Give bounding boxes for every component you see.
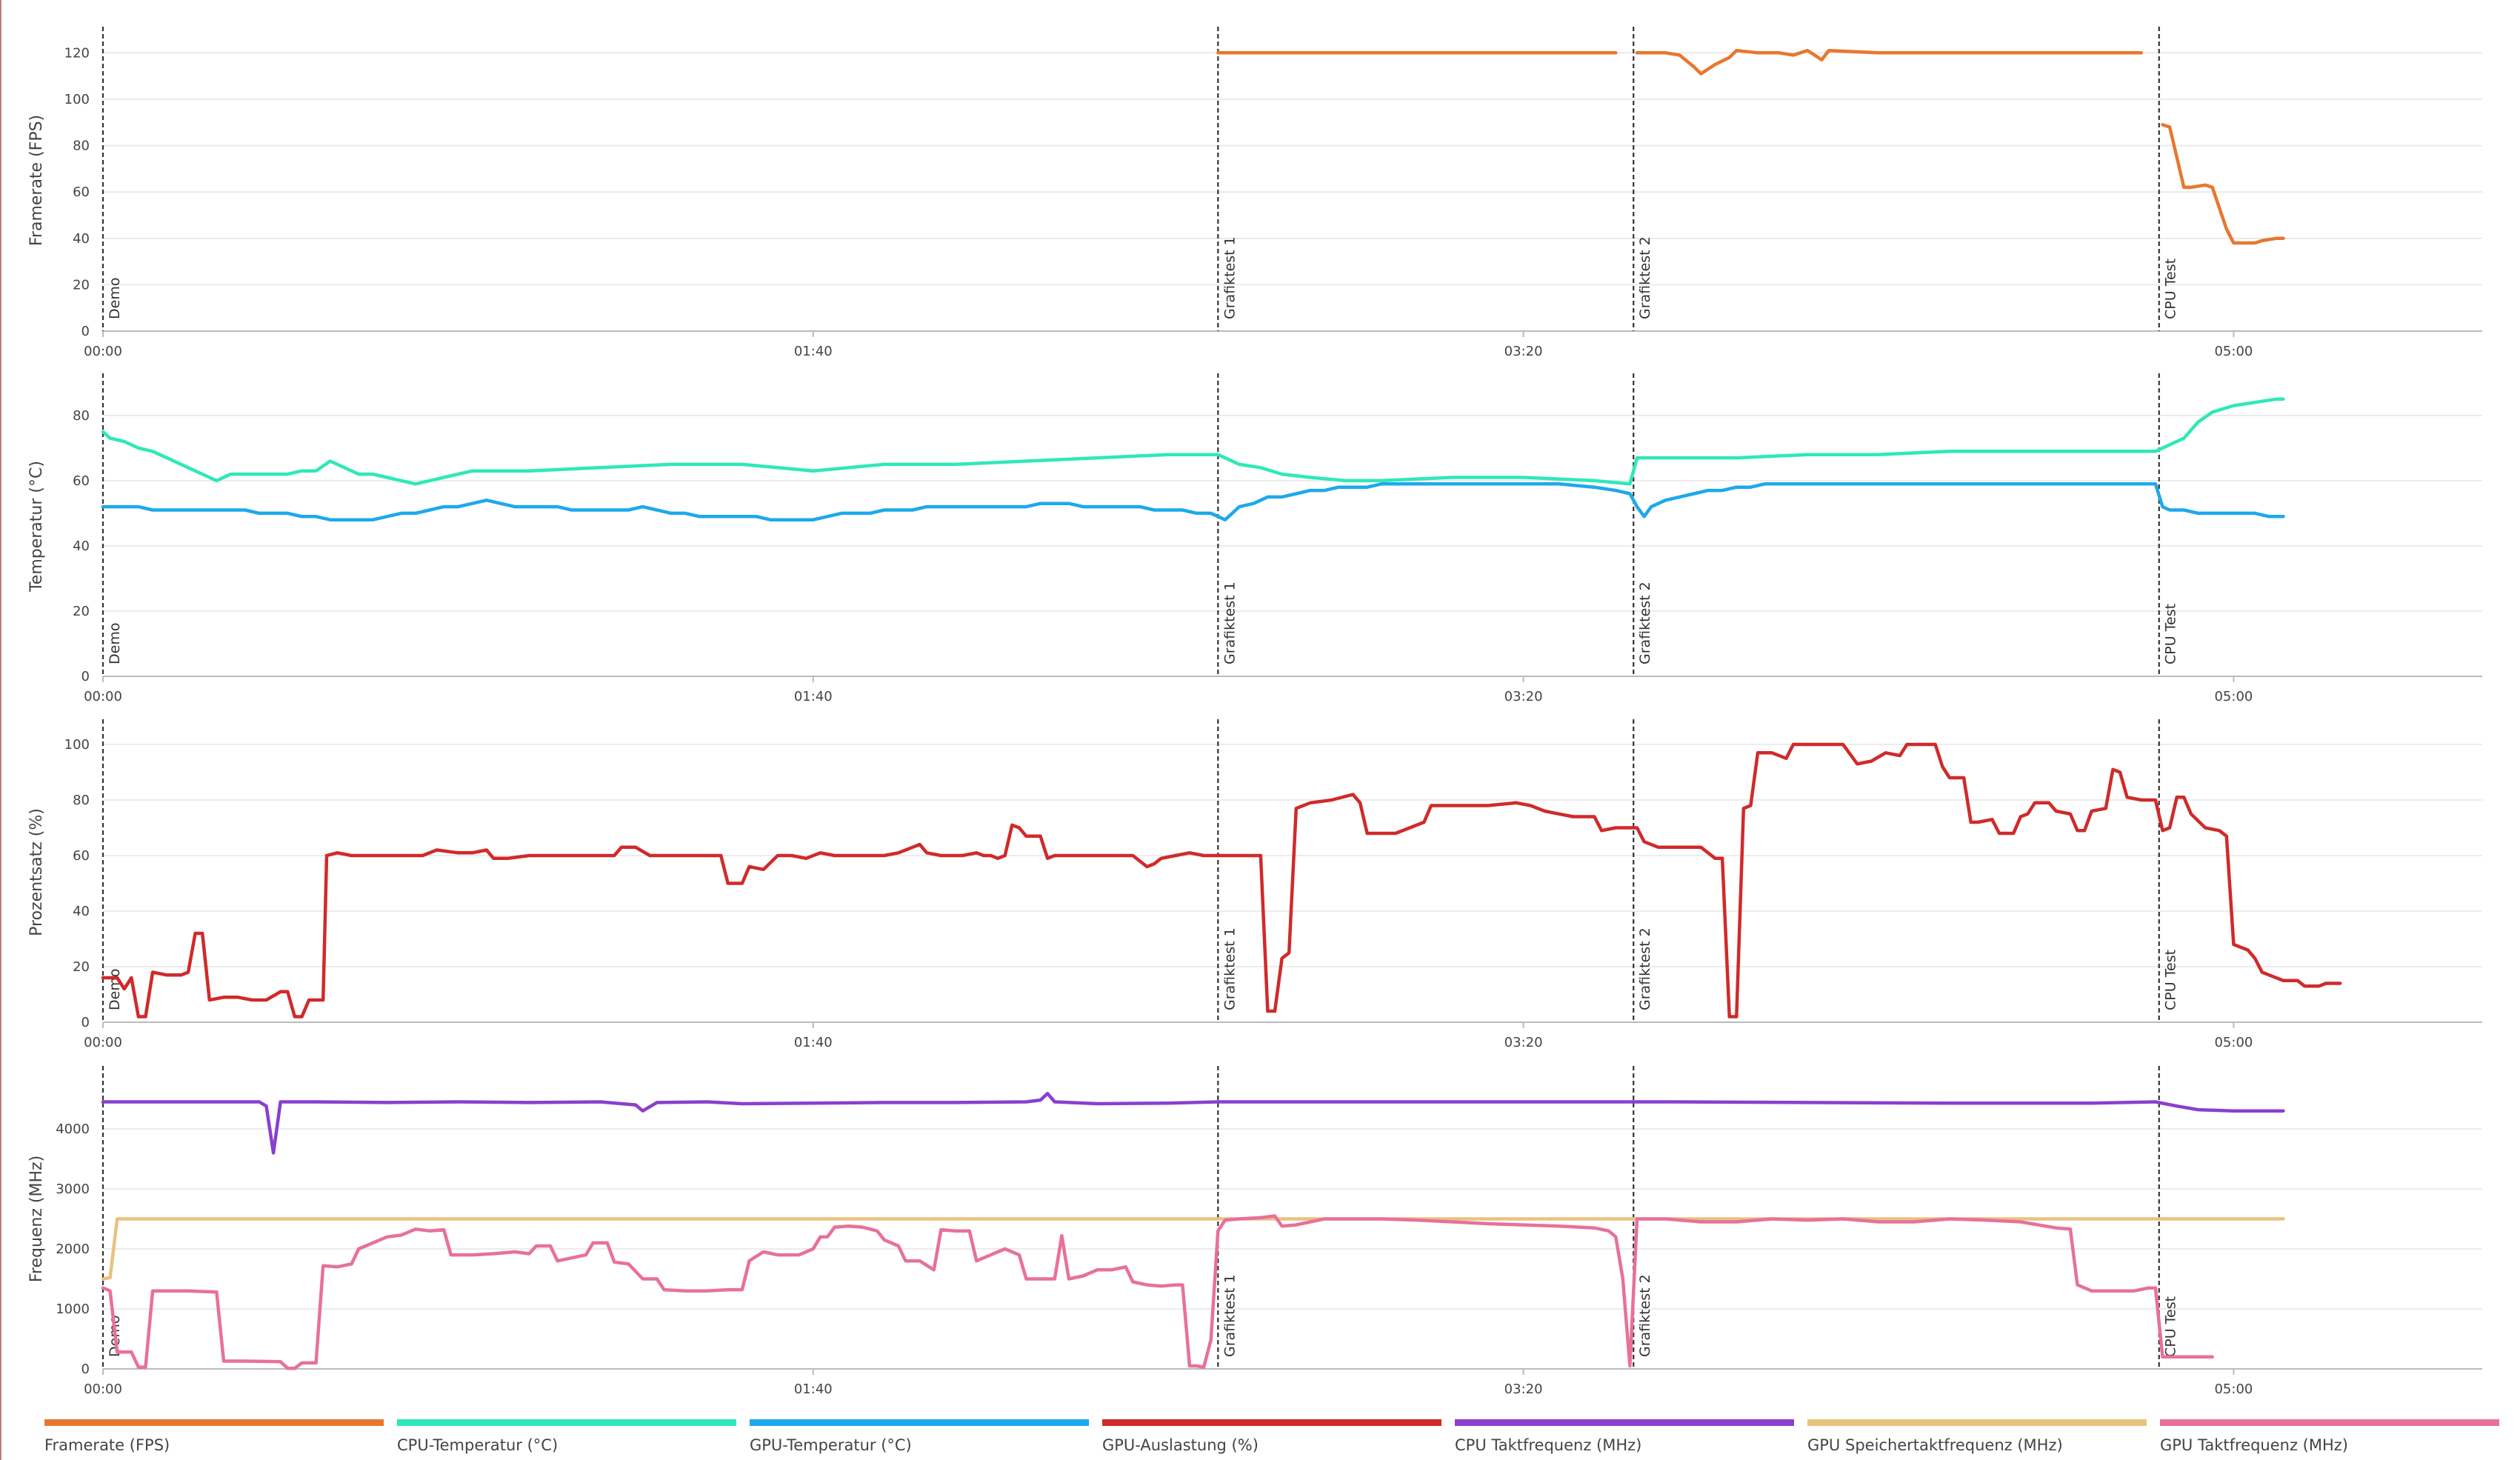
y-tick-label: 20 xyxy=(73,959,90,975)
section-marker-label: Demo xyxy=(107,969,123,1010)
y-tick-label: 40 xyxy=(73,231,90,247)
legend: Framerate (FPS) CPU-Temperatur (°C) GPU-Te… xyxy=(44,1419,2504,1456)
x-tick-label: 01:40 xyxy=(794,1381,833,1397)
section-marker-label: Demo xyxy=(107,278,123,319)
section-marker-label: Grafiktest 1 xyxy=(1221,236,1238,319)
series-line-cpu-taktfrequenz-mhz xyxy=(101,1091,2285,1155)
legend-label: GPU-Auslastung (%) xyxy=(1102,1436,1259,1454)
section-marker-label: Grafiktest 2 xyxy=(1637,1274,1653,1357)
series-line-cpu-temperatur-c xyxy=(101,397,2285,486)
chart-panel-2: 0 20 40 60 80 00:00 01:40 03:20 05:00 Temperatur … xyxy=(27,373,2482,704)
x-tick-label: 01:40 xyxy=(794,689,833,704)
y-tick-label: 20 xyxy=(73,604,90,619)
y-tick-label: 3000 xyxy=(56,1181,90,1197)
legend-item[interactable]: GPU-Auslastung (%) xyxy=(1102,1419,1441,1456)
section-marker-label: CPU Test xyxy=(2163,1296,2179,1357)
x-tick-label: 03:20 xyxy=(1504,344,1543,359)
x-tick-label: 01:40 xyxy=(794,344,833,359)
section-marker-label: Grafiktest 2 xyxy=(1637,927,1653,1010)
x-tick-label: 05:00 xyxy=(2214,344,2253,359)
y-tick-label: 100 xyxy=(64,737,90,753)
legend-label: CPU Taktfrequenz (MHz) xyxy=(1455,1436,1642,1454)
legend-item[interactable]: GPU Speichertaktfrequenz (MHz) xyxy=(1807,1419,2147,1456)
legend-swatch xyxy=(44,1419,384,1426)
x-tick-label: 03:20 xyxy=(1504,689,1543,704)
legend-swatch xyxy=(1102,1419,1441,1426)
section-marker-label: Demo xyxy=(107,623,123,664)
series-line-framerate-fps xyxy=(2161,123,2285,245)
y-tick-label: 80 xyxy=(73,793,90,808)
left-edge-line xyxy=(0,0,1,1460)
chart-panel-3: 0 20 40 60 80 100 00:00 01:40 03:20 05:00 Prozents… xyxy=(27,719,2482,1050)
x-tick-label: 05:00 xyxy=(2214,1035,2253,1050)
series-line-gpu-taktfrequenz-mhz xyxy=(101,1214,2214,1370)
y-axis-label: Temperatur (°C) xyxy=(27,461,46,593)
y-tick-label: 0 xyxy=(81,1015,90,1030)
x-tick-label: 01:40 xyxy=(794,1035,833,1050)
legend-swatch xyxy=(1455,1419,1794,1426)
y-tick-label: 20 xyxy=(73,277,90,293)
y-axis-label: Prozentsatz (%) xyxy=(27,808,46,936)
section-marker-label: Grafiktest 1 xyxy=(1221,927,1238,1010)
x-tick-label: 05:00 xyxy=(2214,1381,2253,1397)
section-marker-label: Grafiktest 2 xyxy=(1637,581,1653,664)
chart-panel-1: 0 20 40 60 80 100 120 00:00 01:40 03:20 05:00 Frame… xyxy=(27,27,2482,359)
x-tick-label: 00:00 xyxy=(84,1035,122,1050)
y-tick-label: 80 xyxy=(73,139,90,154)
y-tick-label: 4000 xyxy=(56,1121,90,1137)
x-tick-label: 05:00 xyxy=(2214,689,2253,704)
series-line-framerate-fps xyxy=(1635,48,2144,76)
y-tick-label: 60 xyxy=(73,848,90,864)
section-marker-label: Grafiktest 2 xyxy=(1637,236,1653,319)
y-tick-label: 0 xyxy=(81,324,90,339)
y-tick-label: 2000 xyxy=(56,1241,90,1257)
legend-swatch xyxy=(397,1419,736,1426)
y-tick-label: 1000 xyxy=(56,1301,90,1317)
y-axis-label: Framerate (FPS) xyxy=(27,115,46,246)
y-tick-label: 60 xyxy=(73,473,90,489)
y-tick-label: 0 xyxy=(81,1361,90,1377)
legend-swatch xyxy=(1807,1419,2147,1426)
section-marker-label: Grafiktest 1 xyxy=(1221,1274,1238,1357)
chart-panel-4: 0 1000 2000 3000 4000 00:00 01:40 03:20 05:00 Fre… xyxy=(27,1066,2482,1397)
y-tick-label: 100 xyxy=(64,92,90,107)
legend-item[interactable]: GPU Taktfrequenz (MHz) xyxy=(2160,1419,2499,1456)
section-marker-label: Grafiktest 1 xyxy=(1221,581,1238,664)
legend-swatch xyxy=(750,1419,1089,1426)
y-axis-label: Frequenz (MHz) xyxy=(27,1156,46,1282)
legend-item[interactable]: CPU-Temperatur (°C) xyxy=(397,1419,736,1456)
x-tick-label: 03:20 xyxy=(1504,1381,1543,1397)
legend-item[interactable]: CPU Taktfrequenz (MHz) xyxy=(1455,1419,1794,1456)
x-tick-label: 00:00 xyxy=(84,344,122,359)
legend-label: GPU Speichertaktfrequenz (MHz) xyxy=(1807,1436,2063,1454)
legend-label: GPU-Temperatur (°C) xyxy=(750,1436,912,1454)
section-marker-label: CPU Test xyxy=(2163,950,2179,1010)
legend-item[interactable]: Framerate (FPS) xyxy=(44,1419,384,1456)
legend-item[interactable]: GPU-Temperatur (°C) xyxy=(750,1419,1089,1456)
series-line-gpu-auslastung xyxy=(101,742,2342,1019)
y-tick-label: 0 xyxy=(81,669,90,684)
x-tick-label: 00:00 xyxy=(84,1381,122,1397)
y-tick-label: 40 xyxy=(73,904,90,919)
y-tick-label: 80 xyxy=(73,408,90,424)
section-marker-label: CPU Test xyxy=(2163,259,2179,319)
x-tick-label: 03:20 xyxy=(1504,1035,1543,1050)
y-tick-label: 120 xyxy=(64,45,90,61)
section-marker-label: CPU Test xyxy=(2163,604,2179,664)
legend-label: Framerate (FPS) xyxy=(44,1436,170,1454)
y-tick-label: 40 xyxy=(73,539,90,554)
legend-label: GPU Taktfrequenz (MHz) xyxy=(2160,1436,2348,1454)
x-tick-label: 00:00 xyxy=(84,689,122,704)
series-line-gpu-temperatur-c xyxy=(101,482,2285,521)
series-line-gpu-speichertaktfrequenz-mhz xyxy=(101,1217,2285,1281)
legend-label: CPU-Temperatur (°C) xyxy=(397,1436,559,1454)
y-tick-label: 60 xyxy=(73,184,90,200)
legend-swatch xyxy=(2160,1419,2499,1426)
